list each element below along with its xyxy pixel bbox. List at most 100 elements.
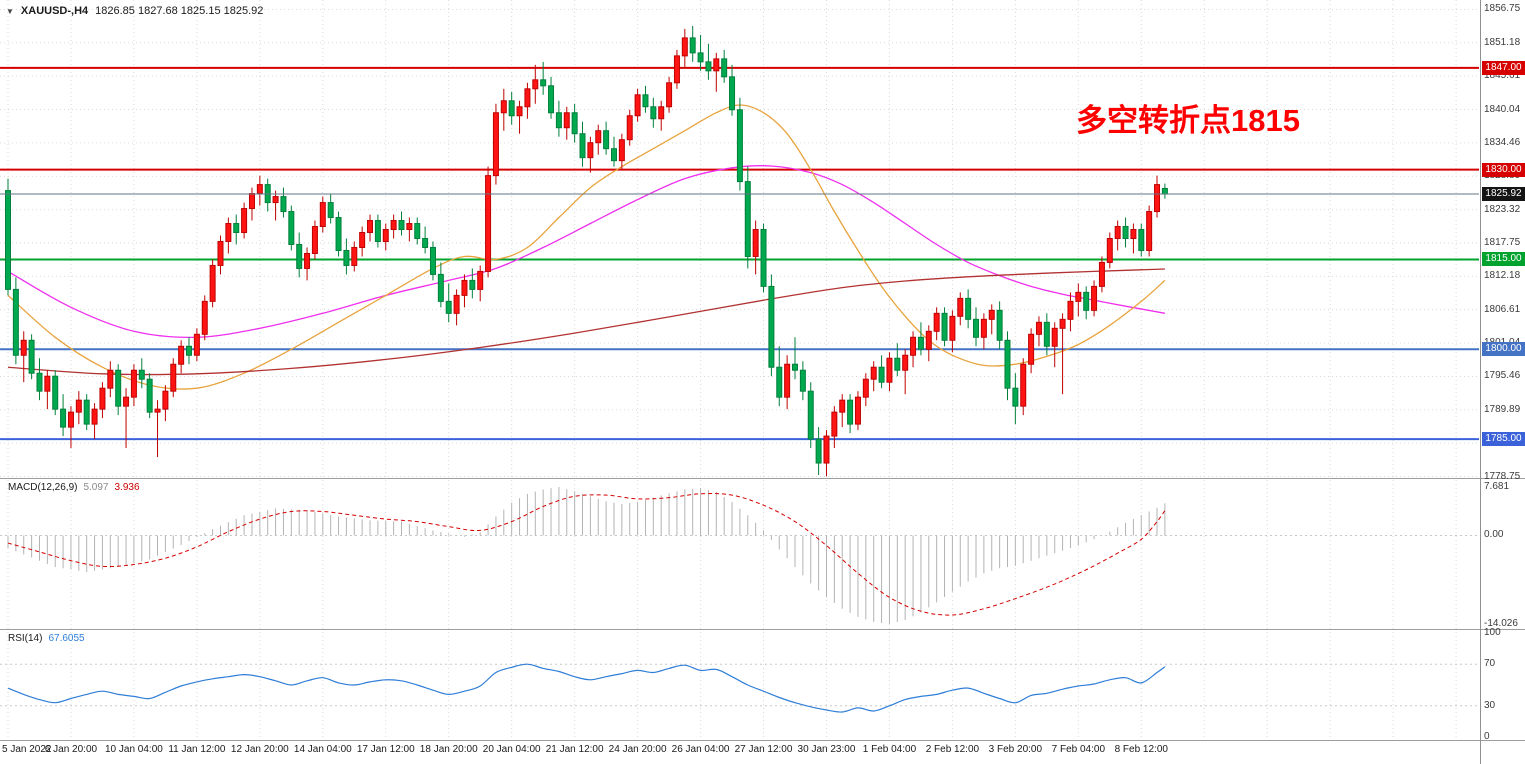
- candle-body: [248, 193, 255, 210]
- time-axis-label: 27 Jan 12:00: [734, 744, 793, 755]
- candle-body: [886, 357, 893, 383]
- candle-body: [351, 246, 358, 266]
- price-scale[interactable]: 1856.751851.181845.611840.041834.461828.…: [1480, 0, 1525, 764]
- price-level-badge: 1815.00: [1482, 252, 1525, 267]
- candle-body: [815, 438, 822, 464]
- candle-body: [225, 223, 232, 242]
- candle-body: [256, 184, 263, 195]
- candle-body: [595, 130, 602, 144]
- candle-body: [91, 408, 98, 425]
- candle-body: [75, 399, 82, 413]
- macd-signal-value: 3.936: [114, 482, 140, 493]
- candle-body: [760, 229, 767, 287]
- candle-body: [437, 273, 444, 302]
- price-tick-label: 1806.61: [1484, 303, 1521, 315]
- current-price-badge: 1825.92: [1482, 187, 1525, 202]
- ohlc-values: 1826.85 1827.68 1825.15 1825.92: [95, 5, 264, 17]
- candle-body: [524, 88, 531, 108]
- price-tick-label: 1823.32: [1484, 203, 1521, 215]
- time-axis-label: 8 Feb 12:00: [1114, 744, 1168, 755]
- candle-body: [296, 243, 303, 269]
- candle-body: [477, 270, 484, 290]
- rsi-scale-label: 0: [1484, 731, 1490, 742]
- candle-body: [988, 309, 995, 320]
- candle-body: [847, 399, 854, 425]
- candle-body: [1114, 226, 1121, 239]
- candle-body: [516, 106, 523, 117]
- candle-body: [186, 345, 193, 356]
- macd-name: MACD(12,26,9): [8, 482, 78, 493]
- candle-body: [429, 246, 436, 275]
- time-axis-label: 1 Feb 04:00: [862, 744, 917, 755]
- candle-body: [736, 109, 743, 183]
- candle-body: [1067, 300, 1074, 320]
- candle-body: [776, 366, 783, 398]
- time-axis-label: 6 Jan 20:00: [44, 744, 98, 755]
- candle-body: [138, 369, 145, 380]
- symbol-period-label: XAUUSD-,H4: [20, 5, 89, 17]
- candle-body: [949, 315, 956, 341]
- candle-body: [1051, 327, 1058, 347]
- candle-body: [705, 61, 712, 72]
- rsi-scale-label: 100: [1484, 627, 1501, 638]
- candle-body: [485, 175, 492, 272]
- macd-main-value: 5.097: [83, 482, 109, 493]
- candle-body: [1035, 321, 1042, 335]
- candle-body: [799, 369, 806, 392]
- macd-scale-label: -14.026: [1484, 618, 1518, 629]
- candle-body: [807, 390, 814, 440]
- time-axis-label: 3 Feb 20:00: [988, 744, 1043, 755]
- candle-body: [469, 279, 476, 290]
- time-axis[interactable]: 5 Jan 2022 6 Jan 20:00 10 Jan 04:00 11 Jan …: [0, 742, 1480, 764]
- candle-body: [634, 94, 641, 117]
- candle-body: [217, 240, 224, 266]
- candle-body: [193, 333, 200, 356]
- grid-layer: [0, 0, 1479, 740]
- candle-body: [414, 223, 421, 239]
- candle-body: [123, 396, 130, 407]
- candle-body: [99, 387, 106, 410]
- candle-body: [839, 399, 846, 413]
- rsi-scale-label: 30: [1484, 699, 1496, 711]
- candle-body: [500, 100, 507, 114]
- macd-signal-line: [7, 493, 1166, 616]
- price-tick-label: 1817.75: [1484, 236, 1521, 248]
- candle-body: [784, 363, 791, 398]
- macd-scale-label: 7.681: [1484, 481, 1510, 492]
- candle-body: [492, 112, 499, 177]
- candle-body: [878, 366, 885, 383]
- candle-body: [721, 58, 728, 78]
- candle-body: [162, 390, 169, 410]
- candle-body: [359, 232, 366, 248]
- macd-indicator-label: MACD(12,26,9) 5.097 3.936: [8, 482, 140, 493]
- macd-layer: [7, 487, 1166, 624]
- time-axis-label: 5 Jan 2022: [2, 744, 52, 755]
- price-level-badge: 1800.00: [1482, 342, 1525, 357]
- candle-body: [957, 297, 964, 317]
- candle-body: [658, 106, 665, 120]
- candle-body: [36, 372, 43, 392]
- time-axis-label: 26 Jan 04:00: [671, 744, 730, 755]
- time-axis-label: 30 Jan 23:00: [797, 744, 856, 755]
- candle-body: [1130, 229, 1137, 239]
- candle-body: [311, 226, 318, 254]
- price-tick-label: 1795.46: [1484, 370, 1521, 382]
- candle-body: [650, 106, 657, 120]
- candle-body: [461, 279, 468, 296]
- candle-body: [681, 37, 688, 57]
- candle-body: [1138, 229, 1145, 251]
- candle-body: [1098, 261, 1105, 287]
- price-tick-label: 1840.04: [1484, 103, 1521, 115]
- candle-body: [406, 223, 413, 231]
- price-tick-label: 1856.75: [1484, 3, 1521, 15]
- collapse-panel-icon[interactable]: ▼: [6, 6, 14, 16]
- candle-body: [1146, 211, 1153, 251]
- candle-body: [768, 285, 775, 368]
- candle-body: [563, 112, 570, 129]
- candles-layer: [5, 25, 1168, 477]
- price-tick-label: 1834.46: [1484, 136, 1521, 148]
- candle-body: [925, 330, 932, 350]
- candle-body: [862, 378, 869, 398]
